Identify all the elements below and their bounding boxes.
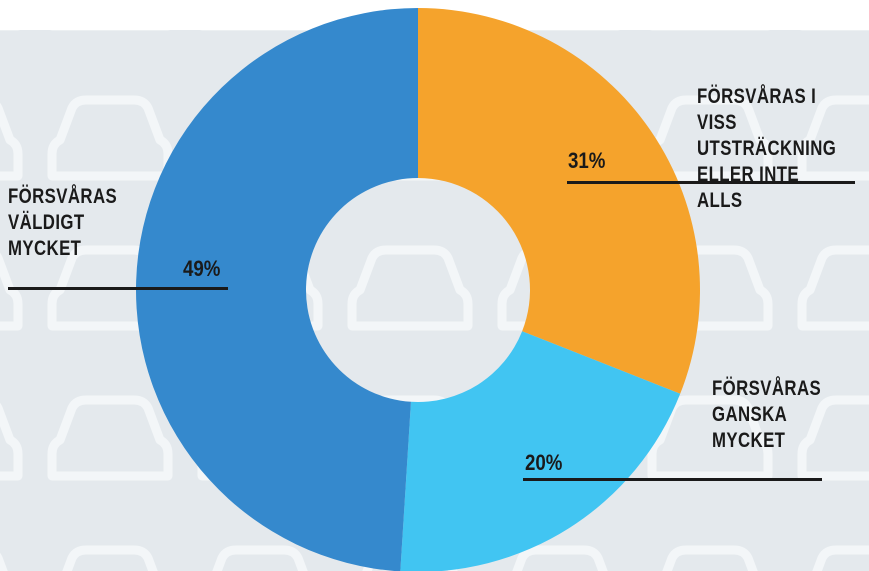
label-rule <box>567 181 855 184</box>
donut-segment <box>135 8 418 571</box>
label-rule <box>523 478 822 481</box>
segment-label: FÖRSVÅRAS I VISS UTSTRÄCKNING ELLER INTE… <box>697 85 837 212</box>
label-rule <box>8 287 228 290</box>
segment-label: FÖRSVÅRAS GANSKA MYCKET <box>712 377 822 452</box>
value-label: 49% <box>183 256 221 281</box>
donut-segment <box>418 8 701 394</box>
value-label: 31% <box>568 148 606 173</box>
donut-segment <box>400 331 681 571</box>
value-label: 20% <box>525 450 563 475</box>
segment-label: FÖRSVÅRAS VÄLDIGT MYCKET <box>8 185 118 260</box>
